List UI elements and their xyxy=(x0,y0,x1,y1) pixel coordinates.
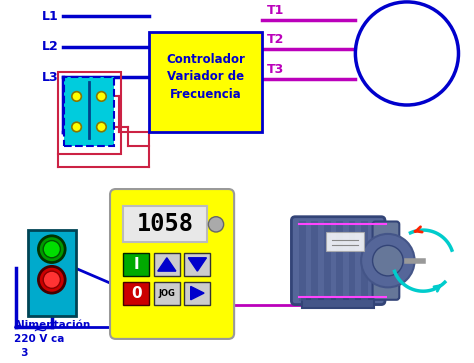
Bar xyxy=(184,282,210,305)
FancyBboxPatch shape xyxy=(110,189,234,339)
Bar xyxy=(302,299,374,309)
Bar xyxy=(123,253,149,276)
Circle shape xyxy=(97,91,106,101)
Text: JOG: JOG xyxy=(158,289,175,298)
FancyBboxPatch shape xyxy=(292,217,385,305)
Text: I: I xyxy=(134,257,139,272)
Polygon shape xyxy=(191,286,204,300)
Text: L1: L1 xyxy=(42,10,58,23)
Text: L3: L3 xyxy=(42,71,58,84)
Circle shape xyxy=(38,266,65,293)
Bar xyxy=(149,32,262,132)
Bar xyxy=(349,221,356,301)
Bar xyxy=(311,221,318,301)
Circle shape xyxy=(38,236,65,262)
Text: T2: T2 xyxy=(266,33,284,46)
Bar xyxy=(57,72,120,154)
Circle shape xyxy=(43,271,60,288)
Bar xyxy=(324,221,330,301)
Circle shape xyxy=(209,217,224,232)
Circle shape xyxy=(43,241,60,258)
Bar xyxy=(64,77,114,146)
Text: 0: 0 xyxy=(131,286,142,301)
Circle shape xyxy=(356,2,458,105)
Bar xyxy=(184,253,210,276)
Circle shape xyxy=(361,234,415,287)
Bar xyxy=(123,282,149,305)
Bar xyxy=(299,221,306,301)
Text: Controlador
Variador de
Frecuencia: Controlador Variador de Frecuencia xyxy=(166,53,245,101)
Circle shape xyxy=(373,245,403,276)
Text: T3: T3 xyxy=(266,64,284,76)
Bar xyxy=(326,232,364,251)
Bar xyxy=(28,230,76,316)
FancyBboxPatch shape xyxy=(373,221,399,300)
Circle shape xyxy=(72,91,82,101)
Bar xyxy=(154,282,180,305)
Circle shape xyxy=(97,122,106,132)
Text: Alimentación
220 V ca
  3: Alimentación 220 V ca 3 xyxy=(14,320,91,358)
Text: L2: L2 xyxy=(42,40,58,53)
Bar xyxy=(123,206,208,242)
Text: T1: T1 xyxy=(266,4,284,17)
Bar xyxy=(361,221,368,301)
Text: ~: ~ xyxy=(32,322,47,340)
Polygon shape xyxy=(188,258,207,271)
Bar xyxy=(154,253,180,276)
Polygon shape xyxy=(158,258,176,271)
Bar xyxy=(336,221,343,301)
Circle shape xyxy=(72,122,82,132)
Text: 1058: 1058 xyxy=(137,212,194,236)
